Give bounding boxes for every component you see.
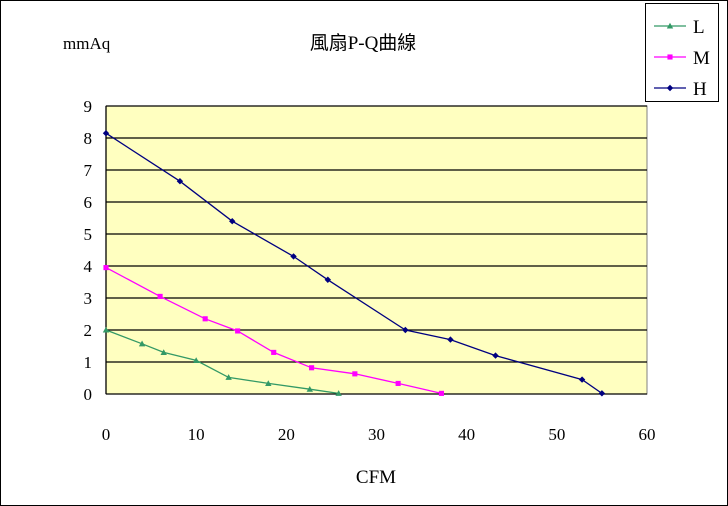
y-axis-label: mmAq: [63, 34, 111, 53]
y-tick-label: 8: [84, 129, 93, 148]
series-h-point: [176, 178, 184, 185]
x-tick-labels: 0 10 20 30 40 50 60: [102, 425, 656, 444]
y-tick-label: 6: [84, 193, 93, 212]
x-tick-label: 50: [548, 425, 565, 444]
series-m-point: [309, 365, 315, 371]
grid-lines: [106, 105, 647, 363]
chart-title: 風扇P-Q曲線: [310, 32, 417, 54]
series-l-point: [265, 380, 272, 386]
axes: [105, 106, 647, 395]
y-tick-label: 9: [84, 97, 93, 116]
legend-label: L: [693, 17, 705, 38]
legend-item-m: M: [654, 48, 710, 69]
x-tick-label: 30: [368, 425, 385, 444]
y-tick-label: 0: [84, 385, 93, 404]
legend-item-l: L: [654, 17, 705, 38]
series-m-point: [395, 380, 401, 386]
y-tick-label: 1: [84, 353, 93, 372]
x-tick-label: 0: [102, 425, 111, 444]
series-l: [102, 326, 342, 396]
series-l-point: [138, 340, 146, 347]
series-h-point: [324, 276, 332, 283]
series-m-point: [352, 371, 358, 377]
y-tick-label: 7: [84, 161, 93, 180]
y-tick-label: 4: [84, 257, 93, 276]
x-tick-label: 60: [639, 425, 656, 444]
plot-area: [105, 105, 648, 395]
series-h-point: [290, 253, 297, 260]
series-m-point: [157, 293, 163, 299]
x-axis-label: CFM: [356, 467, 396, 488]
series-layer: [102, 130, 606, 397]
series-m-point: [438, 390, 444, 396]
series-h-point: [598, 390, 606, 397]
x-tick-label: 10: [188, 425, 205, 444]
y-tick-label: 5: [84, 225, 93, 244]
legend-entries: LMH: [654, 17, 710, 100]
series-h-point: [102, 130, 110, 137]
series-h-point: [492, 352, 499, 359]
series-l-point: [192, 357, 200, 363]
legend-marker: [667, 54, 673, 60]
legend-label: M: [693, 48, 710, 69]
series-h-line: [105, 132, 603, 394]
series-h: [102, 130, 606, 397]
series-m-point: [271, 349, 277, 355]
x-tick-label: 20: [278, 425, 295, 444]
y-tick-labels: 0 1 2 3 4 5 6 7 8 9: [84, 97, 93, 404]
legend-marker: [666, 22, 674, 29]
legend-item-h: H: [654, 79, 707, 100]
series-h-point: [402, 326, 409, 334]
series-l-point: [160, 349, 167, 355]
series-l-line: [105, 329, 339, 395]
series-m-point: [235, 328, 241, 334]
series-l-point: [306, 386, 313, 392]
y-tick-label: 3: [84, 289, 93, 308]
series-h-point: [447, 336, 454, 343]
series-m: [103, 265, 444, 396]
series-h-point: [229, 218, 236, 225]
series-l-point: [335, 390, 342, 396]
legend-label: H: [693, 79, 707, 100]
legend-marker: [666, 84, 674, 92]
series-m-point: [103, 265, 109, 271]
y-tick-label: 2: [84, 321, 93, 340]
series-l-point: [225, 374, 232, 380]
series-m-point: [202, 316, 208, 322]
series-h-point: [578, 376, 586, 383]
x-tick-label: 40: [458, 425, 475, 444]
series-l-point: [102, 326, 110, 333]
